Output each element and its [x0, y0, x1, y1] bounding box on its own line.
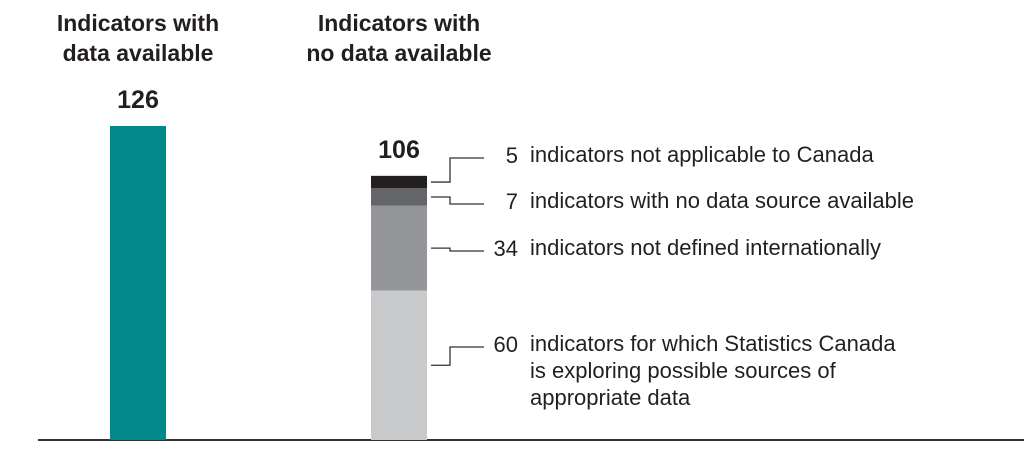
bar-segment	[371, 175, 427, 189]
segment-value-label: 34	[493, 236, 518, 261]
bar-segment	[371, 205, 427, 291]
segment-label: indicators with no data source available	[530, 188, 915, 213]
bar-segment	[110, 126, 166, 440]
total-label: 106	[378, 135, 420, 164]
bar-segment	[371, 290, 427, 440]
leader-line	[431, 346, 484, 366]
category-label: Indicators with data available	[56, 10, 220, 66]
segment-value-label: 5	[505, 143, 518, 168]
leader-line	[431, 247, 484, 252]
leader-line	[431, 157, 484, 183]
segment-label: indicators for which Statistics Canada i…	[530, 331, 896, 410]
leader-line	[431, 196, 484, 205]
bar-segment	[371, 188, 427, 206]
category-label: Indicators with no data available	[306, 10, 492, 66]
segment-value-label: 60	[493, 332, 518, 357]
segment-value-label: 7	[505, 189, 518, 214]
total-label: 126	[117, 86, 159, 114]
segment-label: indicators not defined internationally	[530, 235, 882, 260]
segment-label: indicators not applicable to Canada	[530, 142, 874, 167]
